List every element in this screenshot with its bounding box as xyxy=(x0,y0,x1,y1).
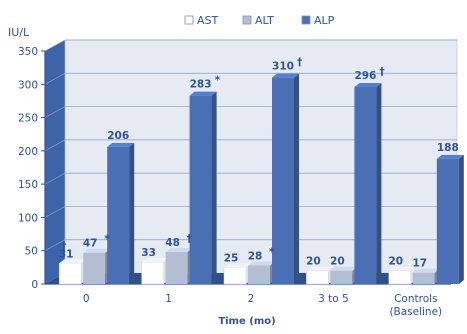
data-label: 20 xyxy=(306,256,321,268)
gridline-depth xyxy=(44,172,66,185)
data-label: 283 xyxy=(190,79,212,91)
legend-label-alp: ALP xyxy=(314,14,335,27)
bar-alt xyxy=(412,272,435,284)
bar-top xyxy=(59,259,87,264)
data-label: 310 xyxy=(272,61,294,73)
gridline-depth xyxy=(44,39,66,52)
annotation-mark: † xyxy=(61,240,66,252)
bar-top xyxy=(83,248,111,253)
y-tick-label: 100 xyxy=(18,212,38,224)
data-label: 188 xyxy=(437,142,459,154)
bar-alp xyxy=(436,158,459,284)
x-tick-label: 2 xyxy=(248,293,255,305)
bar-top xyxy=(388,266,416,271)
bar-top xyxy=(272,73,299,78)
y-tick-label: 150 xyxy=(18,179,38,191)
gridline-depth xyxy=(44,72,66,85)
data-label: 33 xyxy=(141,247,156,259)
annotation-mark: † xyxy=(297,57,302,69)
data-label: 296 xyxy=(354,70,376,82)
data-label: 48 xyxy=(165,237,180,249)
bar-side xyxy=(458,154,464,284)
left-wall xyxy=(45,40,65,284)
data-label: 17 xyxy=(412,258,427,270)
y-tick-label: 50 xyxy=(25,246,38,258)
bar-ast xyxy=(141,261,164,285)
x-tick-label: 0 xyxy=(83,293,90,305)
bar-alp xyxy=(189,95,212,284)
data-label: 31 xyxy=(59,248,74,260)
x-tick-label: 1 xyxy=(165,293,172,305)
y-axis-title: IU/L xyxy=(8,26,30,39)
legend-swatch-alt xyxy=(242,15,252,25)
bar-ast xyxy=(58,263,82,285)
x-tick-label: Controls xyxy=(394,293,437,305)
data-label: 20 xyxy=(330,256,345,268)
y-tick-label: 350 xyxy=(18,46,38,58)
gridline-depth xyxy=(44,139,66,152)
y-tick-label: 200 xyxy=(18,146,38,158)
bar-alt xyxy=(330,270,353,284)
bar-ast xyxy=(388,270,412,285)
bar-side xyxy=(294,73,299,284)
legend-swatch-ast xyxy=(184,15,194,25)
gridline-depth xyxy=(44,239,66,252)
data-label: 47 xyxy=(83,238,98,250)
legend-label-alt: ALT xyxy=(255,14,274,27)
x-axis-title: Time (mo) xyxy=(218,316,275,327)
annotation-mark: * xyxy=(215,75,221,87)
bar-ast xyxy=(306,270,329,285)
bar-top xyxy=(165,248,193,253)
annotation-mark: † xyxy=(187,233,192,245)
data-label: 28 xyxy=(248,250,263,262)
gridline-depth xyxy=(44,106,66,118)
x-tick-label: (Baseline) xyxy=(389,306,442,318)
data-label: 206 xyxy=(107,130,129,142)
bar-top xyxy=(224,263,251,268)
bar-side xyxy=(376,82,382,284)
bar-top xyxy=(412,268,440,273)
bar-alp xyxy=(272,77,294,284)
bar-top xyxy=(107,142,135,147)
data-label: 20 xyxy=(388,256,403,268)
legend-label-ast: AST xyxy=(197,14,219,27)
bar-top xyxy=(306,266,334,271)
bar-top xyxy=(189,91,217,96)
y-tick-label: 300 xyxy=(18,79,38,91)
bar-ast xyxy=(223,267,247,285)
data-label: 25 xyxy=(224,252,239,264)
bar-side xyxy=(129,142,135,284)
x-tick-label: 3 to 5 xyxy=(318,293,349,305)
bar-alp xyxy=(107,146,130,284)
bar-alt xyxy=(248,265,270,284)
bar-top xyxy=(330,266,358,271)
annotation-mark: * xyxy=(269,246,275,258)
bar-alt xyxy=(165,252,188,284)
bar-top xyxy=(436,154,464,159)
bar-top xyxy=(354,82,382,87)
y-tick-label: 250 xyxy=(18,113,38,125)
bar-top xyxy=(141,258,169,263)
bar-top xyxy=(248,261,275,266)
bar-alp xyxy=(354,86,377,284)
annotation-mark: * xyxy=(104,234,110,246)
bar-side xyxy=(211,91,217,284)
y-tick-label: 0 xyxy=(31,279,38,291)
annotation-mark: † xyxy=(379,66,384,78)
legend-swatch-alp xyxy=(301,15,311,25)
gridline-depth xyxy=(44,206,66,218)
bar-alt xyxy=(83,252,106,284)
